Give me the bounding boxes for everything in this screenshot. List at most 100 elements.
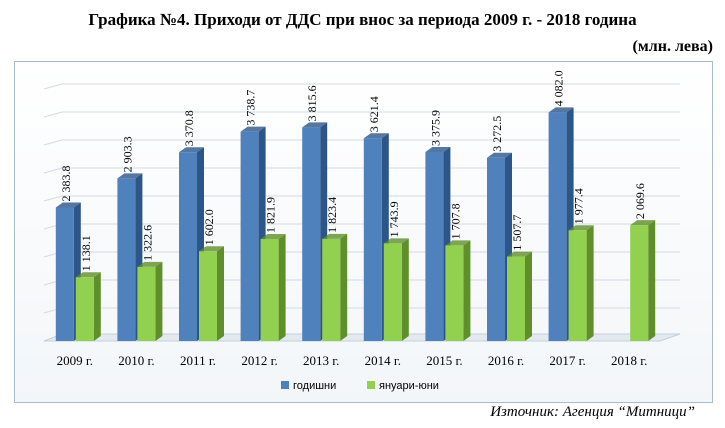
bar-top [507,251,532,257]
bar-jan-jun [383,238,409,341]
data-label-annual: 2 903.3 [120,136,134,172]
data-label-jan-jun: 1 602.0 [202,209,216,245]
x-tick-label: 2014 г. [365,353,401,368]
bar-annual [548,107,574,342]
bar-jan-jun [445,240,471,341]
chart-unit: (млн. лева) [632,38,713,55]
x-tick-label: 2011 г. [180,353,216,368]
bar-top [630,220,656,226]
bar-front [75,277,94,341]
bar-front [568,230,587,341]
gridline-side [43,195,63,202]
data-label-annual: 3 272.5 [490,116,504,152]
bar-front [363,138,382,341]
bar-side [217,246,224,341]
bar-top [260,233,286,239]
bar-front [425,151,444,341]
bar-front [260,238,279,341]
bar-top [383,238,409,244]
bar-jan-jun [507,251,532,341]
bar-jan-jun [630,220,656,341]
data-label-jan-jun: 1 707.8 [448,203,462,239]
bar-front [199,251,217,341]
bar-jan-jun [75,272,101,341]
bar-annual [487,152,512,341]
bar-front [55,207,74,341]
bar-top [117,173,143,179]
bar-top [302,122,328,128]
data-label-jan-jun: 1 821.9 [264,197,278,233]
legend-label-jan-jun: януари-юни [379,380,439,392]
data-label-annual: 3 815.6 [305,85,319,121]
bar-top [487,152,512,158]
bar-side [525,251,532,341]
bar-side [586,225,594,341]
bar-front [117,178,136,341]
bar-front [322,238,341,341]
x-tick-label: 2012 г. [241,353,277,368]
bar-jan-jun [199,246,224,341]
bar-front [630,225,649,341]
data-label-jan-jun: 2 069.6 [633,183,647,219]
bar-front [137,266,156,341]
bar-side [340,233,348,341]
data-label-annual: 3 621.4 [367,96,381,132]
bar-jan-jun [568,225,594,341]
bar-top [199,246,224,252]
legend-swatch [281,381,289,389]
bar-front [507,256,525,341]
data-label-jan-jun: 1 977.4 [572,188,586,224]
bar-jan-jun [137,261,163,341]
bar-top [240,126,266,132]
bar-top [568,225,594,231]
bar-top [137,261,163,267]
bar-front [383,243,402,341]
data-label-jan-jun: 1 138.1 [79,235,93,271]
bar-jan-jun [260,233,286,341]
bar-side [93,272,101,341]
data-label-annual: 3 738.7 [244,90,258,126]
bar-side [401,238,409,341]
bar-front [179,152,197,341]
x-tick-label: 2016 г. [488,353,524,368]
gridline-side [43,139,63,146]
gridline-side [43,83,63,90]
bar-side [463,240,471,341]
bar-side [648,220,656,341]
bar-front [548,112,567,342]
bar-front [445,245,464,341]
bar-top [55,202,81,208]
data-label-jan-jun: 1 823.4 [325,197,339,233]
bar-front [240,131,259,341]
bar-jan-jun [322,233,348,341]
bar-front [487,157,505,341]
bar-top [75,272,101,278]
chart-title: Графика №4. Приходи от ДДС при внос за п… [88,10,637,29]
data-label-jan-jun: 1 507.7 [510,215,524,251]
bar-side [155,261,163,341]
data-label-annual: 3 375.9 [428,110,442,146]
data-label-annual: 3 370.8 [182,110,196,146]
bar-top [548,107,574,113]
bar-top [425,146,451,152]
bar-top [179,147,204,153]
bar-side [278,233,286,341]
legend-swatch [367,381,375,389]
bar-top [445,240,471,246]
x-tick-label: 2013 г. [303,353,339,368]
x-tick-label: 2018 г. [611,353,647,368]
data-label-annual: 2 383.8 [59,166,73,202]
gridline-side [43,167,63,174]
x-tick-label: 2010 г. [118,353,154,368]
bar-front [302,127,321,341]
data-label-annual: 4 082.0 [552,70,566,106]
legend-label-annual: годишни [293,380,336,392]
data-label-jan-jun: 1 743.9 [387,201,401,237]
data-label-jan-jun: 1 322.6 [140,225,154,261]
bar-top [363,133,389,139]
bar-top [322,233,348,239]
source-note: Източник: Агенция “Митници” [490,404,695,420]
x-tick-label: 2015 г. [426,353,462,368]
x-tick-label: 2017 г. [549,353,585,368]
